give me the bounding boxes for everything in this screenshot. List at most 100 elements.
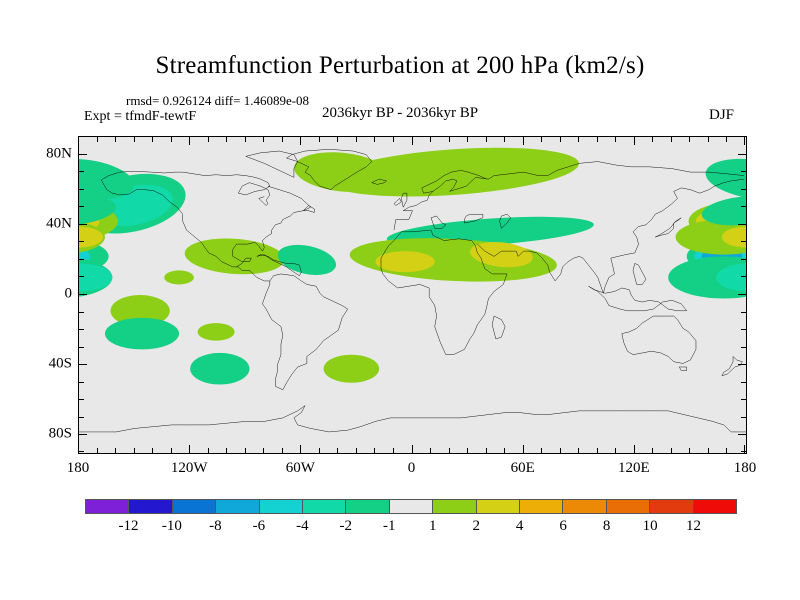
x-tick [115,137,117,142]
y-tick [741,329,746,331]
y-axis-tick-label: 80S [48,425,72,442]
x-tick [244,137,246,142]
y-tick [79,136,84,137]
x-tick [633,137,635,145]
y-tick [741,258,746,260]
colorbar-swatch [476,500,521,513]
x-tick [541,448,543,453]
y-tick [741,206,746,208]
x-tick [430,448,432,453]
y-tick [79,206,84,208]
x-tick [226,448,228,453]
y-tick [79,451,84,452]
y-tick [79,399,84,401]
y-axis-tick-label: 40N [46,215,72,232]
y-tick [738,364,746,366]
y-tick [79,241,84,243]
x-tick [226,137,228,142]
x-tick [652,137,654,142]
colorbar-tick-label: 6 [559,518,567,534]
x-tick [170,137,172,142]
x-tick [578,448,580,453]
x-tick [355,137,357,142]
x-tick [115,448,117,453]
x-tick [392,137,394,142]
y-tick [79,381,84,383]
colorbar-tick-label: 10 [642,518,658,534]
x-tick [744,137,745,145]
x-tick [522,137,524,145]
x-tick [318,137,320,142]
colorbar-swatch [693,500,737,513]
x-tick [707,448,709,453]
experiment-annotation: Expt = tfmdF-tewtF [84,109,197,124]
y-tick [741,171,746,173]
y-tick [741,311,746,313]
y-tick [79,311,84,313]
x-axis-tick-label: 180 [66,460,90,476]
y-tick [738,294,746,295]
x-tick [189,137,191,145]
x-axis-tick-label: 0 [407,460,416,476]
contour-field [79,147,746,385]
y-tick [79,294,87,295]
y-tick [741,136,746,137]
colorbar-swatch [389,500,434,513]
x-tick [726,137,728,142]
x-tick [300,137,302,145]
colorbar-tick-label: -6 [252,518,266,534]
x-tick [559,448,561,453]
y-tick [79,171,84,173]
y-tick [741,399,746,401]
rmsd-annotation: rmsd= 0.926124 diff= 1.46089e-08 [126,93,310,108]
x-tick [596,448,598,453]
page-title: Streamfunction Perturbation at 200 hPa (… [155,52,645,79]
y-tick [741,381,746,383]
y-tick [79,188,84,190]
y-tick [741,188,746,190]
colorbar-swatch [259,500,304,513]
y-axis-tick-label: 80N [46,145,72,162]
x-tick [78,137,79,145]
x-tick [485,137,487,142]
y-tick [741,276,746,278]
x-tick [96,448,98,453]
x-axis-tick-label: 180 [733,460,757,476]
x-tick [596,137,598,142]
y-tick [79,434,87,436]
x-tick [707,137,709,142]
x-tick [670,137,672,142]
x-tick [559,137,561,142]
y-axis-tick-label: 40S [48,355,72,372]
colorbar-swatch [433,500,477,513]
x-tick [448,448,450,453]
x-tick [448,137,450,142]
y-tick [79,329,84,331]
x-tick [318,448,320,453]
x-tick [207,137,209,142]
y-tick [741,346,746,348]
colorbar-swatch [129,500,173,513]
y-tick [741,241,746,243]
x-tick [467,448,469,453]
map-plot-area [78,136,747,454]
x-tick [615,448,617,453]
coastlines [79,137,746,453]
colorbar-tick-label: 1 [428,518,437,534]
colorbar-tick-label: 4 [515,518,524,534]
colorbar-swatch [216,500,260,513]
y-tick [79,258,84,260]
colorbar-swatch [606,500,651,513]
x-axis-tick-label: 120E [617,460,650,476]
x-tick [96,137,98,142]
colorbar-tick-label: -8 [209,518,222,534]
y-tick [79,223,87,225]
y-tick [738,434,746,436]
colorbar-swatch [650,500,694,513]
colorbar-swatch [520,500,564,513]
x-tick [485,448,487,453]
x-tick [541,137,543,142]
x-axis-tick-label: 60E [510,460,535,476]
x-tick [78,445,79,453]
x-tick [281,448,283,453]
